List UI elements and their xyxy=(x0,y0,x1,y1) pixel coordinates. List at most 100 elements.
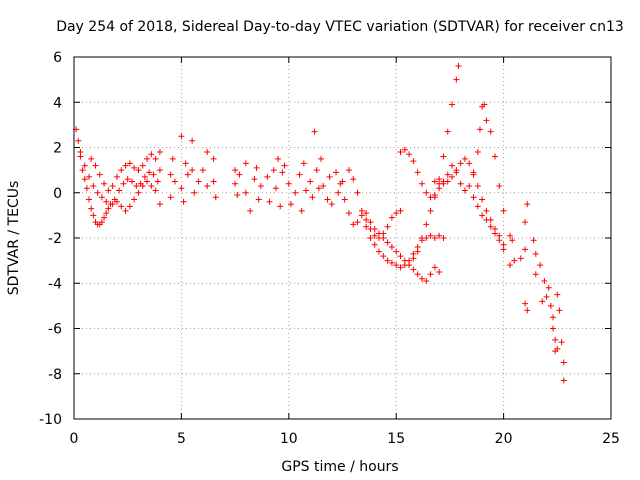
data-point xyxy=(388,244,395,251)
data-point xyxy=(272,185,279,192)
data-point xyxy=(184,171,191,178)
data-point xyxy=(101,180,108,187)
data-point xyxy=(522,246,529,253)
data-point xyxy=(436,268,443,275)
axis-ticks-layer: 0 5 10 15 20 25 -10 -8 -6 -4 -2 0 2 4 6 xyxy=(39,50,620,447)
data-point xyxy=(300,160,307,167)
data-point xyxy=(77,149,84,156)
data-point xyxy=(144,155,151,162)
data-point xyxy=(393,262,400,269)
data-point xyxy=(427,232,434,239)
data-point xyxy=(431,235,438,241)
data-point xyxy=(131,164,138,171)
data-point xyxy=(345,167,352,174)
data-point xyxy=(483,216,490,223)
data-point xyxy=(532,250,539,257)
data-point xyxy=(393,248,400,255)
data-point xyxy=(539,298,546,305)
data-point xyxy=(234,192,241,199)
data-point xyxy=(496,237,503,244)
data-point xyxy=(296,171,303,178)
data-point xyxy=(135,189,142,196)
data-point xyxy=(517,255,524,262)
grid-layer xyxy=(74,57,611,419)
data-point xyxy=(98,219,105,226)
data-point xyxy=(109,182,116,189)
data-point xyxy=(367,219,374,226)
data-point xyxy=(122,162,129,169)
data-point xyxy=(318,155,325,162)
data-point xyxy=(560,377,567,384)
data-point xyxy=(275,155,282,162)
data-point xyxy=(483,117,490,124)
data-point xyxy=(423,277,430,284)
data-point xyxy=(444,171,451,178)
data-point xyxy=(105,205,112,212)
data-point xyxy=(406,262,413,269)
data-point xyxy=(292,189,299,196)
data-point xyxy=(453,169,460,176)
data-point xyxy=(333,169,340,176)
y-axis-label: SDTVAR / TECUs xyxy=(6,181,22,296)
data-point xyxy=(232,180,239,187)
data-point xyxy=(354,219,361,226)
data-point xyxy=(341,196,348,203)
data-point xyxy=(547,302,554,309)
data-point xyxy=(126,203,133,210)
data-point xyxy=(466,182,473,189)
data-point xyxy=(397,264,404,271)
data-point xyxy=(511,257,518,264)
data-point xyxy=(253,164,260,171)
data-point xyxy=(500,207,507,214)
data-point xyxy=(552,336,559,343)
data-point xyxy=(522,300,529,307)
data-point xyxy=(431,264,438,271)
data-point xyxy=(111,196,118,203)
data-point xyxy=(199,167,206,174)
y-tick-label: 2 xyxy=(53,141,62,157)
data-point xyxy=(406,151,413,158)
data-point xyxy=(474,203,481,210)
data-point xyxy=(210,178,217,185)
data-point xyxy=(101,214,108,221)
data-point xyxy=(298,207,305,214)
data-points-layer xyxy=(73,63,567,384)
data-point xyxy=(560,359,567,366)
data-point xyxy=(118,203,125,210)
data-point xyxy=(137,180,144,187)
data-point xyxy=(492,230,499,237)
data-point xyxy=(120,180,127,187)
data-point xyxy=(107,201,114,208)
x-tick-label: 0 xyxy=(70,431,79,447)
data-point xyxy=(337,180,344,187)
data-point xyxy=(113,173,120,180)
data-point xyxy=(255,196,262,203)
data-point xyxy=(210,155,217,162)
data-point xyxy=(479,196,486,203)
data-point xyxy=(541,277,548,284)
data-point xyxy=(189,167,196,174)
data-point xyxy=(131,196,138,203)
data-point xyxy=(94,189,101,196)
data-point xyxy=(328,201,335,208)
data-point xyxy=(440,153,447,160)
data-point xyxy=(481,101,488,108)
data-point xyxy=(257,182,264,189)
data-point xyxy=(470,171,477,178)
y-tick-label: 4 xyxy=(53,95,62,111)
data-point xyxy=(92,162,99,169)
data-point xyxy=(287,201,294,208)
data-point xyxy=(270,167,277,174)
data-point xyxy=(550,325,557,332)
data-point xyxy=(388,214,395,221)
data-point xyxy=(148,182,155,189)
data-point xyxy=(492,153,499,160)
y-tick-label: -2 xyxy=(48,231,62,247)
data-point xyxy=(180,198,187,205)
data-point xyxy=(105,187,112,194)
data-point xyxy=(384,257,391,264)
data-point xyxy=(457,160,464,167)
data-point xyxy=(474,182,481,189)
x-tick-label: 5 xyxy=(177,431,186,447)
